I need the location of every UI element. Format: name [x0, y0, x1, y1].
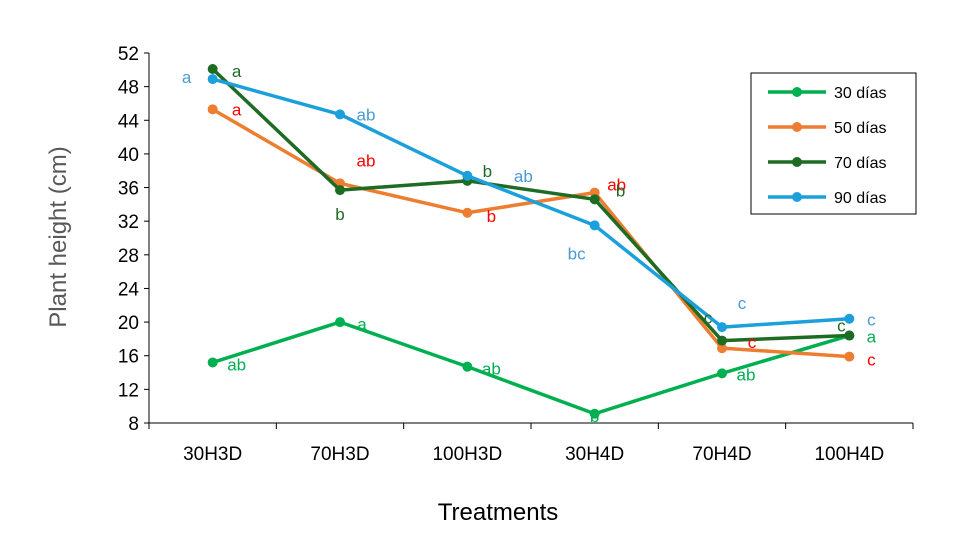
legend-label: 70 días — [834, 155, 886, 172]
significance-letter: a — [867, 328, 877, 347]
data-point — [335, 109, 345, 120]
data-point — [462, 170, 473, 181]
significance-letter: ab — [357, 151, 376, 170]
data-point — [207, 74, 218, 85]
data-point — [717, 322, 727, 333]
significance-letter: b — [335, 205, 344, 224]
data-point — [335, 317, 345, 328]
legend-label: 30 días — [834, 85, 886, 102]
significance-letter: c — [748, 333, 757, 352]
significance-letter: ab — [737, 365, 756, 384]
y-tick-label: 52 — [118, 44, 139, 65]
data-point — [335, 185, 345, 196]
series-1 — [207, 317, 855, 419]
data-point — [207, 357, 218, 368]
y-tick-label: 28 — [118, 246, 139, 267]
legend: 30 días 50 días 70 días 90 días — [750, 72, 917, 215]
data-point — [462, 361, 473, 372]
y-tick-label: 12 — [118, 380, 139, 401]
series-line — [211, 67, 850, 343]
y-tick-label: 24 — [118, 279, 140, 300]
x-tick-label: 70H4D — [692, 444, 751, 465]
y-tick-label: 40 — [118, 145, 139, 166]
series-line — [212, 77, 850, 329]
significance-letter: ab — [514, 167, 533, 186]
x-tick-label: 30H3D — [183, 444, 242, 465]
data-point — [462, 207, 473, 218]
significance-letter: ab — [482, 360, 501, 379]
legend-box — [750, 72, 917, 215]
significance-letter: c — [837, 317, 846, 336]
significance-letter: c — [704, 309, 713, 328]
x-tick-label: 30H4D — [565, 444, 624, 465]
data-point — [844, 330, 855, 341]
x-tick-label: 100H4D — [814, 444, 884, 465]
x-tick-label: 100H3D — [432, 444, 502, 465]
data-point — [844, 313, 855, 324]
y-tick-label: 32 — [118, 212, 139, 233]
x-tick-label: 70H3D — [310, 444, 369, 465]
significance-letter: b — [483, 162, 492, 181]
data-point — [589, 408, 600, 419]
legend-entry: 30 días — [768, 85, 886, 102]
series-4 — [207, 74, 855, 333]
y-tick-label: 44 — [118, 111, 140, 132]
legend-label: 90 días — [834, 190, 886, 207]
legend-marker — [792, 192, 802, 202]
legend-marker — [792, 122, 802, 132]
series-line — [212, 320, 850, 416]
data-point — [589, 194, 600, 205]
y-tick-label: 8 — [128, 414, 139, 435]
y-tick-label: 48 — [118, 78, 139, 99]
significance-letter: c — [738, 294, 747, 313]
y-tick-label: 20 — [118, 313, 139, 334]
data-point — [717, 368, 727, 379]
legend-entry: 90 días — [768, 190, 886, 207]
legend-marker — [792, 157, 802, 167]
data-point — [717, 335, 727, 346]
significance-letter: ab — [357, 105, 376, 124]
series-layer — [207, 63, 855, 419]
significance-letter: a — [357, 315, 367, 334]
legend-entry: 50 días — [768, 120, 886, 137]
significance-letter: a — [182, 68, 192, 87]
significance-letter: c — [867, 311, 876, 330]
data-point — [207, 104, 218, 115]
x-axis-title: Treatments — [438, 499, 558, 526]
significance-letter: ab — [607, 176, 626, 195]
y-axis-title: Plant height (cm) — [45, 146, 72, 327]
significance-letter: a — [232, 62, 242, 81]
data-point — [717, 343, 727, 354]
significance-letter: bc — [568, 244, 586, 263]
data-point — [207, 63, 218, 74]
legend-label: 50 días — [834, 120, 886, 137]
data-point — [589, 220, 600, 231]
axes: 8 12 16 20 24 28 32 36 40 44 48 52 30H3D 70H3D 100H3D 3… — [118, 44, 914, 465]
significance-letter: b — [616, 181, 625, 200]
significance-letter: b — [487, 207, 496, 226]
y-tick-label: 16 — [118, 347, 139, 368]
data-point — [844, 351, 855, 362]
legend-marker — [792, 87, 802, 97]
significance-letter: c — [867, 351, 876, 370]
y-tick-label: 36 — [118, 179, 139, 200]
legend-entry: 70 días — [768, 155, 886, 172]
significance-letter: ab — [227, 355, 246, 374]
significance-letter: a — [232, 100, 242, 119]
significance-letter: b — [590, 407, 599, 426]
